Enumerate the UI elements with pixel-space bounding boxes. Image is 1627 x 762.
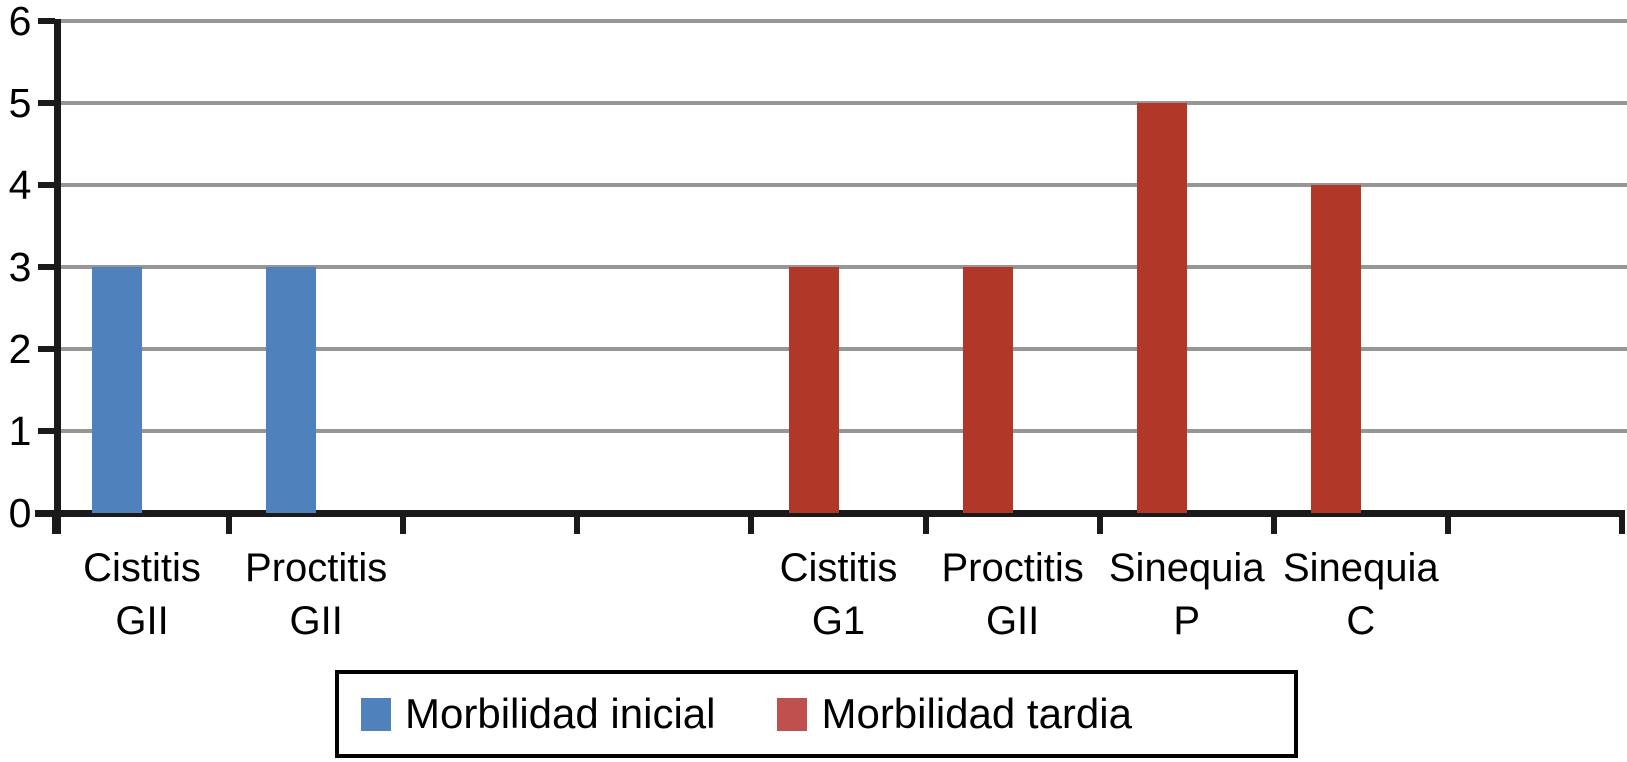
y-axis-tick-5	[38, 100, 55, 106]
x-axis-tick-8	[1444, 517, 1451, 534]
gridline-1	[55, 429, 1627, 433]
legend-label-morbilidad-inicial: Morbilidad inicial	[405, 690, 716, 737]
x-axis-tick-9	[1619, 517, 1625, 534]
category-label-line2: GII	[289, 599, 343, 643]
y-axis-tick-6	[38, 18, 55, 24]
x-axis-tick-1	[226, 517, 233, 534]
category-label-line2: G1	[811, 599, 866, 643]
category-label-line1: Proctitis	[941, 546, 1084, 590]
legend-entry-morbilidad-tardia: Morbilidad tardia	[777, 690, 1132, 738]
bar-morbilidad-tardia-sinequia-p	[1136, 103, 1187, 513]
x-axis-tick-7	[1270, 517, 1277, 534]
x-axis-tick-6	[1096, 517, 1103, 534]
x-axis-category-label-sinequia-p: Sinequia P	[1067, 542, 1307, 648]
x-axis-tick-5	[922, 517, 929, 534]
category-label-line2: GII	[115, 599, 169, 643]
y-axis-tick-label-4: 4	[8, 162, 32, 208]
x-axis-category-label-proctitis-gii: Proctitis GII	[893, 542, 1133, 648]
y-axis-tick-4	[38, 182, 55, 188]
y-axis-tick-2	[38, 346, 55, 352]
y-axis-tick-label-3: 3	[8, 244, 32, 290]
legend-label-morbilidad-tardia: Morbilidad tardia	[821, 690, 1132, 737]
legend-swatch-morbilidad-tardia	[777, 697, 808, 731]
y-axis-tick-label-2: 2	[8, 326, 32, 372]
x-axis-tick-2	[400, 517, 407, 534]
gridline-3	[55, 265, 1627, 269]
y-axis-tick-label-6: 6	[8, 0, 32, 44]
x-axis-category-label-sinequia-c: Sinequia C	[1241, 542, 1481, 648]
x-axis	[35, 510, 1625, 517]
x-axis-category-label-cistitis-gii: Cistitis GII	[22, 542, 262, 648]
bar-morbilidad-tardia-sinequia-c	[1310, 185, 1361, 513]
x-axis-tick-4	[748, 517, 755, 534]
category-label-line1: Sinequia	[1108, 546, 1265, 590]
legend: Morbilidad inicial Morbilidad tardia	[335, 670, 1298, 758]
y-axis-tick-label-1: 1	[8, 408, 32, 454]
bar-morbilidad-inicial-cistitis-gii	[92, 267, 143, 513]
y-axis-tick-label-0: 0	[8, 490, 32, 536]
x-axis-tick-0	[52, 517, 58, 534]
y-axis-tick-label-5: 5	[8, 80, 32, 126]
category-label-line1: Cistitis	[83, 546, 201, 590]
legend-entry-morbilidad-inicial: Morbilidad inicial	[361, 690, 715, 738]
gridline-5	[55, 101, 1627, 105]
bar-morbilidad-inicial-proctitis-gii	[266, 267, 317, 513]
category-label-line2: GII	[985, 599, 1040, 643]
x-axis-category-label-proctitis-gii: Proctitis GII	[196, 542, 436, 648]
category-label-line1: Proctitis	[245, 546, 388, 590]
bar-morbilidad-tardia-cistitis-g1	[788, 267, 839, 513]
gridline-4	[55, 183, 1627, 187]
category-label-line2: P	[1173, 599, 1201, 643]
gridline-6	[55, 19, 1627, 23]
x-axis-tick-3	[574, 517, 581, 534]
bar-morbilidad-tardia-proctitis-gii	[962, 267, 1013, 513]
y-axis-tick-3	[38, 264, 55, 270]
category-label-line1: Sinequia	[1282, 546, 1439, 590]
legend-swatch-morbilidad-inicial	[361, 697, 391, 731]
y-axis	[54, 19, 61, 534]
category-label-line1: Cistitis	[779, 546, 898, 590]
x-axis-category-label-cistitis-g1: Cistitis G1	[719, 542, 959, 648]
category-label-line2: C	[1346, 599, 1376, 643]
gridline-2	[55, 347, 1627, 351]
y-axis-tick-1	[38, 428, 55, 434]
